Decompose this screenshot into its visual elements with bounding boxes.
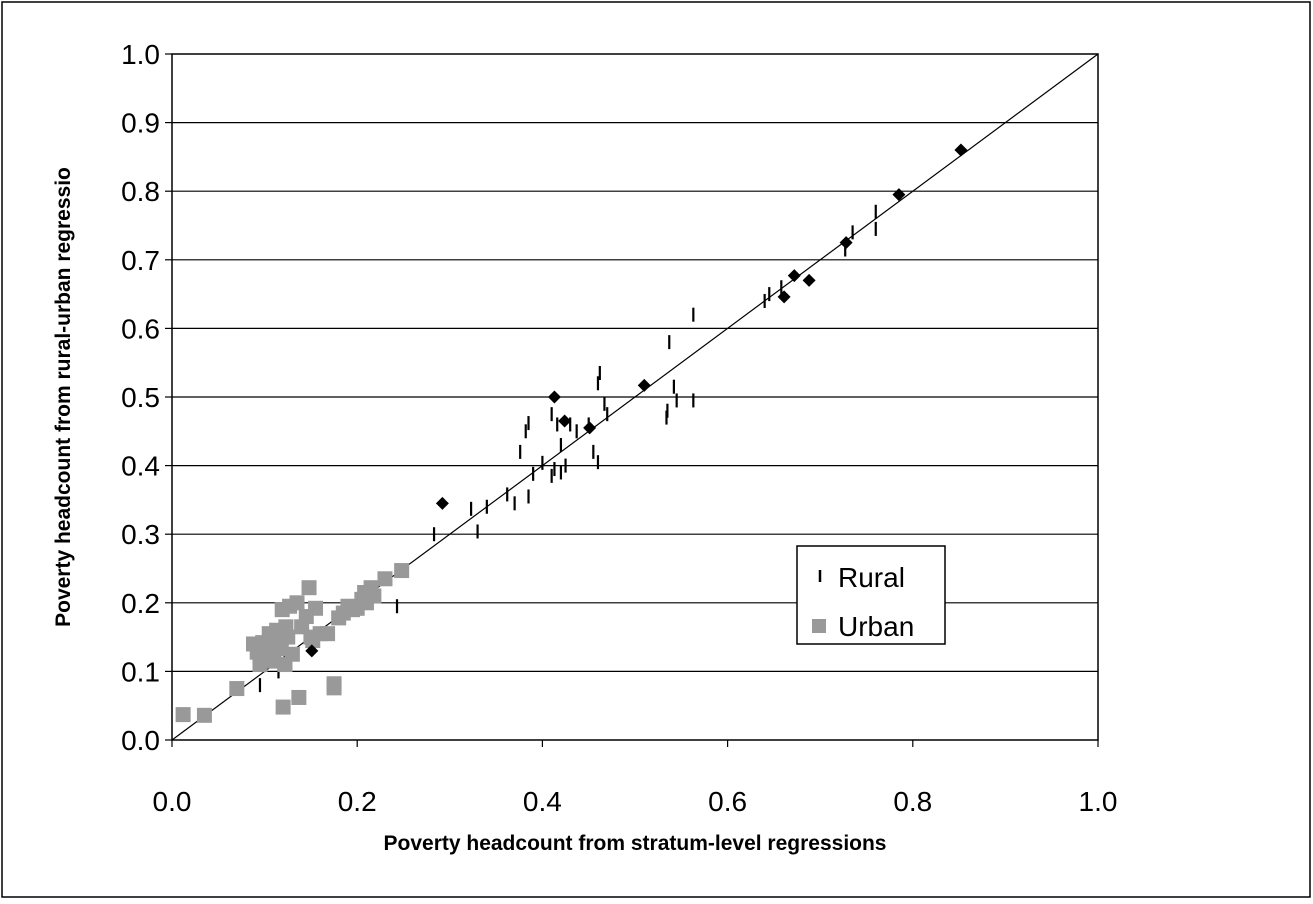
y-tick-label-9: 0.9	[121, 108, 160, 139]
x-tick-label-4: 0.8	[893, 786, 932, 817]
y-tick-label-0: 0.0	[121, 725, 160, 756]
diamond-point	[583, 421, 597, 435]
y-tick-label-10: 1.0	[121, 39, 160, 70]
diamond-point	[839, 236, 853, 250]
x-tick-label-1: 0.2	[338, 786, 377, 817]
diamond-point	[305, 644, 319, 658]
diamond-point	[777, 290, 791, 304]
urban-point	[196, 707, 212, 723]
diamond-point	[892, 188, 906, 202]
urban-point	[175, 707, 191, 723]
diamond-point	[802, 273, 816, 287]
diamond-point	[787, 269, 801, 283]
x-tick-label-2: 0.4	[523, 786, 562, 817]
urban-point	[280, 629, 296, 645]
urban-point	[275, 699, 291, 715]
x-tick-label-5: 1.0	[1079, 786, 1118, 817]
y-tick-label-6: 0.6	[121, 313, 160, 344]
y-axis-title: Poverty headcount from rural-urban regre…	[52, 167, 75, 627]
urban-point	[366, 588, 382, 604]
diagonal-line	[171, 53, 1099, 741]
urban-point	[308, 600, 324, 616]
diamond-point	[435, 496, 449, 510]
urban-point	[326, 680, 342, 696]
urban-point	[320, 626, 336, 642]
diamond-point	[637, 378, 651, 392]
urban-point	[289, 595, 305, 611]
urban-point	[377, 571, 393, 587]
data-points	[175, 143, 968, 723]
diamond-point	[954, 143, 968, 157]
urban-point	[284, 646, 300, 662]
diamond-point	[547, 390, 561, 404]
y-tick-label-3: 0.3	[121, 519, 160, 550]
y-tick-label-5: 0.5	[121, 382, 160, 413]
urban-point	[301, 580, 317, 596]
diamond-point	[558, 414, 572, 428]
legend-urban-marker	[812, 619, 826, 633]
y-tick-label-4: 0.4	[121, 451, 160, 482]
x-tick-label-0: 0.0	[153, 786, 192, 817]
legend: Rural Urban	[796, 545, 946, 645]
y-tick-label-7: 0.7	[121, 245, 160, 276]
x-axis-title: Poverty headcount from stratum-level reg…	[384, 832, 887, 855]
legend-urban-label: Urban	[838, 611, 914, 642]
axes: 0.0 0.1 0.2 0.3 0.4 0.5 0.6 0.7 0.8 0.9 1.0 0.0 0.2 0…	[121, 39, 1117, 817]
x-tick-label-3: 0.6	[708, 786, 747, 817]
urban-point	[291, 689, 307, 705]
urban-point	[394, 563, 410, 579]
y-tick-label-2: 0.2	[121, 588, 160, 619]
reference-line	[171, 53, 1099, 741]
urban-point	[229, 681, 245, 697]
legend-rural-label: Rural	[838, 562, 905, 593]
y-tick-label-8: 0.8	[121, 176, 160, 207]
y-tick-label-1: 0.1	[121, 656, 160, 687]
